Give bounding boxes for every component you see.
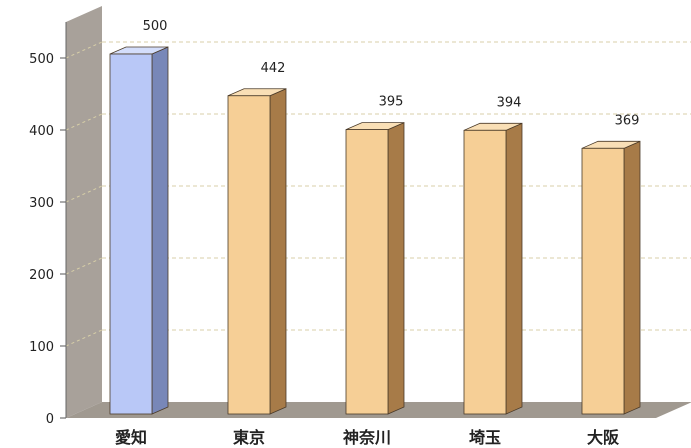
category-label: 埼玉: [469, 428, 501, 447]
gridline-side: [65, 329, 103, 347]
gridline-side: [65, 41, 103, 59]
y-tick-label: 400: [29, 124, 54, 139]
bar-face: [227, 95, 271, 415]
bar-face: [581, 147, 625, 415]
bar-side: [387, 121, 405, 415]
data-label: 442: [261, 61, 286, 76]
side-wall: [66, 6, 102, 418]
bar-side: [269, 88, 287, 415]
gridline-side: [65, 257, 103, 275]
bar-2: [227, 88, 287, 415]
gridline-side: [65, 185, 103, 203]
bar-4: [463, 122, 523, 415]
category-label: 大阪: [587, 428, 620, 447]
bar-1: [109, 46, 169, 415]
data-label: 395: [379, 95, 404, 110]
category-label: 東京: [233, 428, 265, 447]
labels: 500 愛知 442 東京 395 神奈川 394 埼玉 369 大阪: [115, 19, 639, 447]
y-axis: 0 100 200 300 400 500: [29, 22, 67, 427]
bar-face: [463, 129, 507, 415]
y-tick-label: 100: [29, 340, 54, 355]
data-label: 500: [143, 19, 168, 34]
y-tick-label: 500: [29, 52, 54, 67]
category-label: 愛知: [115, 428, 147, 447]
y-tick-label: 300: [29, 196, 54, 211]
category-label: 神奈川: [343, 428, 391, 447]
bar-side: [623, 140, 641, 415]
bar-face: [109, 53, 153, 415]
bar-face: [345, 129, 389, 415]
y-tick-label: 200: [29, 268, 54, 283]
y-tick-label: 0: [46, 412, 54, 427]
bar-3: [345, 121, 405, 415]
bar-5: [581, 140, 641, 415]
gridline-side: [65, 113, 103, 131]
bars: [109, 46, 641, 415]
bar-side: [505, 122, 523, 415]
data-label: 369: [615, 113, 640, 128]
bar-side: [151, 46, 169, 415]
data-label: 394: [497, 95, 522, 110]
